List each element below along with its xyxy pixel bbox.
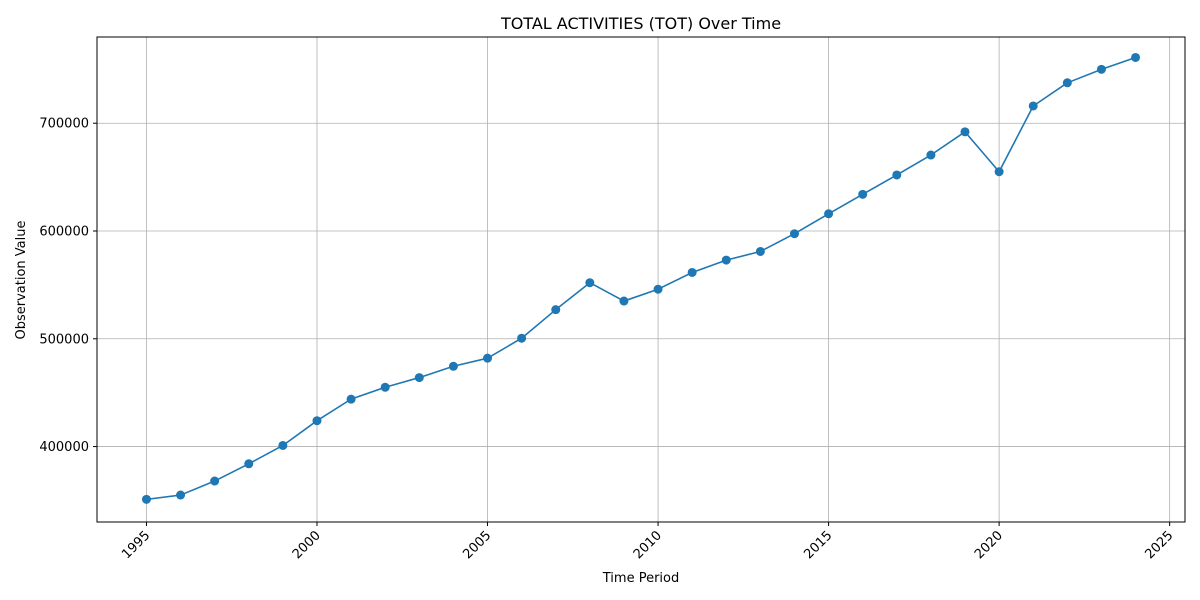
data-point <box>824 209 834 219</box>
data-point <box>926 150 936 160</box>
data-point <box>551 305 561 315</box>
data-point <box>448 361 458 371</box>
data-point <box>1028 101 1038 111</box>
data-point <box>244 459 254 469</box>
y-axis-label: Observation Value <box>14 221 29 340</box>
data-point <box>278 440 288 450</box>
data-point <box>755 246 765 256</box>
data-point <box>653 284 663 294</box>
data-point <box>585 278 595 288</box>
data-point <box>346 394 356 404</box>
data-point <box>687 267 697 277</box>
series-layer <box>141 52 1141 504</box>
data-point <box>1062 78 1072 88</box>
y-tick-label: 500000 <box>39 332 89 347</box>
data-point <box>141 494 151 504</box>
series-line <box>146 56 1136 501</box>
y-tick-label: 600000 <box>39 225 89 240</box>
data-point <box>721 255 731 265</box>
data-point <box>380 382 390 392</box>
data-point <box>1096 64 1106 74</box>
data-point <box>960 127 970 137</box>
data-point <box>1131 52 1141 62</box>
data-point <box>483 353 493 363</box>
data-point <box>789 229 799 239</box>
x-axis-label: Time Period <box>602 571 679 586</box>
data-point <box>619 296 629 306</box>
data-point <box>994 167 1004 177</box>
plot-frame <box>96 36 1186 523</box>
data-point <box>312 416 322 426</box>
y-tick-label: 400000 <box>39 440 89 455</box>
data-point <box>414 373 424 383</box>
chart-title: TOTAL ACTIVITIES (TOT) Over Time <box>500 14 781 33</box>
data-point <box>176 490 186 500</box>
data-point <box>858 189 868 199</box>
y-tick-label: 700000 <box>39 117 89 132</box>
data-point <box>210 476 220 486</box>
data-point <box>892 170 902 180</box>
grid <box>97 37 1185 522</box>
data-point <box>517 333 527 343</box>
